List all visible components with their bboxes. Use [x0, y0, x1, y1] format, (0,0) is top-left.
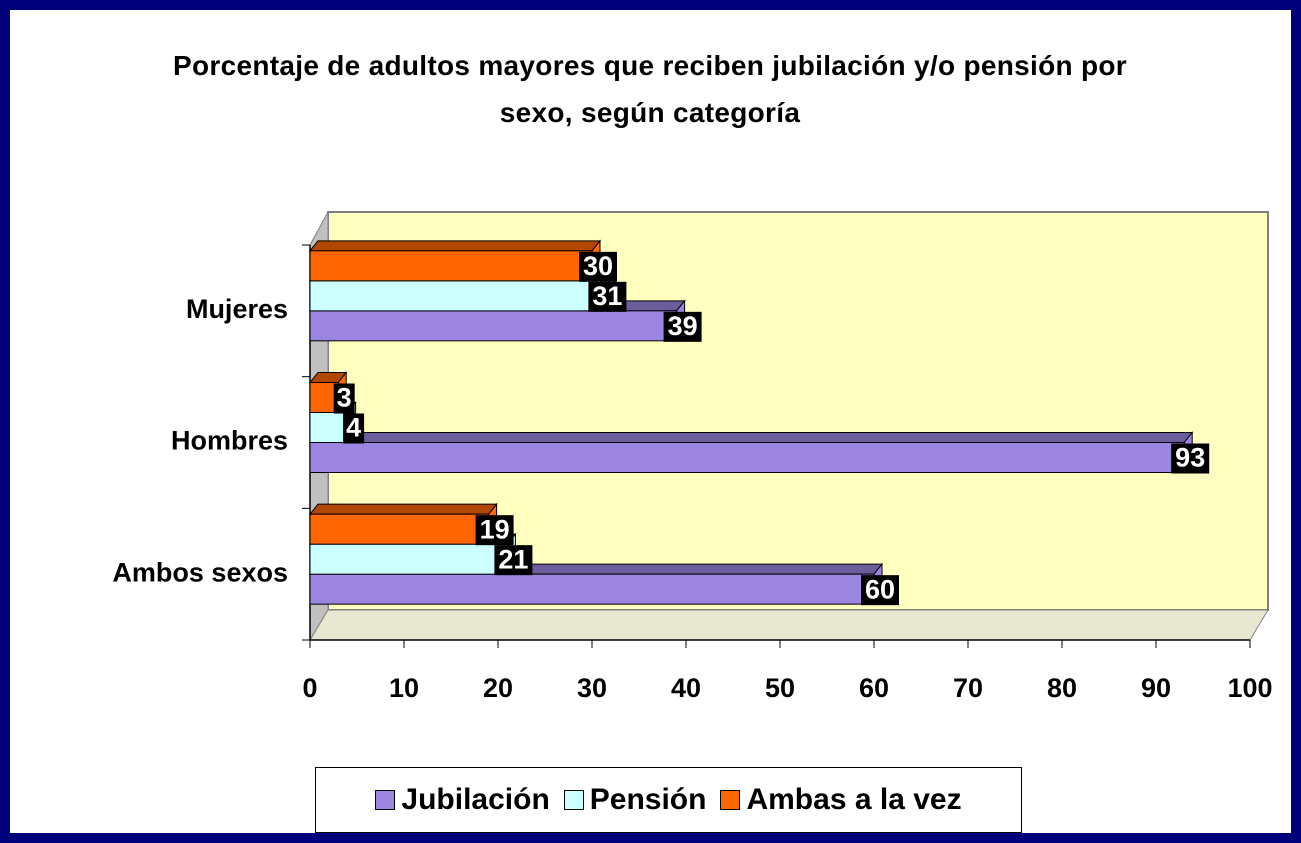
y-tick-label: Ambos sexos — [112, 557, 288, 587]
bar-front — [309, 250, 593, 282]
legend-swatch — [720, 790, 741, 810]
legend: Jubilación Pensión Ambas a la vez — [315, 767, 1022, 833]
x-tick-label: 10 — [389, 673, 419, 703]
legend-item: Pensión — [563, 783, 707, 817]
data-label-bg — [588, 281, 627, 312]
legend-label: Ambas a la vez — [746, 783, 962, 816]
bar-front — [309, 573, 875, 605]
data-label: 21 — [498, 544, 528, 574]
legend-item: Jubilación — [375, 783, 550, 817]
data-label: 31 — [592, 281, 622, 311]
bar-top — [308, 432, 1194, 443]
data-label: 19 — [480, 514, 510, 544]
x-tick-label: 50 — [765, 673, 795, 703]
x-tick-label: 80 — [1047, 673, 1077, 703]
chart-title: Porcentaje de adultos mayores que recibe… — [173, 50, 1127, 128]
data-label-bg — [579, 251, 617, 282]
data-label-bg — [333, 383, 355, 414]
data-label-bg — [861, 575, 899, 606]
data-label: 30 — [583, 251, 613, 281]
data-label-bg — [343, 413, 365, 444]
data-label: 60 — [865, 574, 895, 604]
legend-item: Ambas a la vez — [720, 783, 962, 817]
data-label: 39 — [668, 311, 698, 341]
data-label-bg — [1171, 443, 1210, 474]
x-tick-label: 40 — [671, 673, 701, 703]
bar-front — [309, 543, 508, 575]
bar-front — [309, 280, 602, 312]
legend-label: Jubilación — [401, 783, 550, 816]
bar — [308, 431, 1194, 474]
bar — [308, 239, 602, 283]
x-tick-label: 90 — [1141, 673, 1171, 703]
bar-top — [308, 503, 498, 515]
legend-swatch — [375, 790, 396, 810]
bar-front — [309, 412, 349, 443]
x-tick-label: 0 — [302, 673, 317, 703]
data-label: 3 — [337, 383, 352, 413]
bar — [308, 502, 498, 546]
y-tick-label: Mujeres — [186, 294, 288, 324]
bar-front — [309, 513, 490, 545]
data-label-bg — [663, 311, 702, 342]
data-label: 4 — [346, 413, 361, 443]
x-tick-label: 70 — [953, 673, 983, 703]
legend-label: Pensión — [589, 783, 707, 816]
data-label-bg — [494, 545, 533, 576]
y-tick-label: Hombres — [171, 426, 288, 456]
data-label-bg — [475, 515, 514, 546]
x-tick-label: 100 — [1227, 673, 1272, 703]
x-tick-label: 20 — [483, 673, 513, 703]
data-label: 93 — [1175, 443, 1205, 473]
bar-front — [309, 310, 678, 342]
legend-swatch — [563, 790, 584, 810]
floor — [309, 609, 1269, 641]
bar-top — [308, 240, 602, 252]
x-tick-label: 30 — [577, 673, 607, 703]
x-tick-label: 60 — [859, 673, 889, 703]
bar-front — [309, 442, 1185, 473]
